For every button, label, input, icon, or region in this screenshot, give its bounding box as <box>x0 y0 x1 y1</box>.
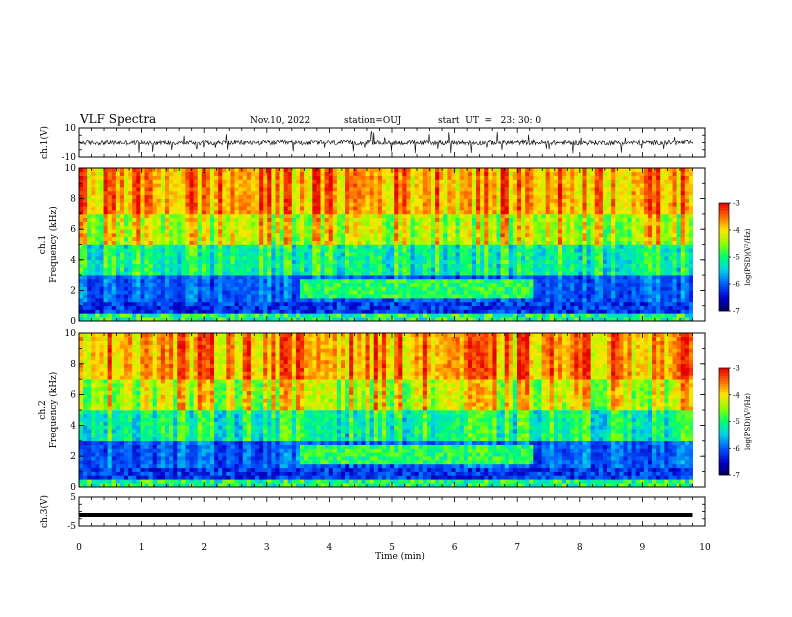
ch3-voltage-ytick-1: -5 <box>67 522 76 532</box>
ch1-colorbar-label: log(PSD)(V²/Hz) <box>744 228 752 285</box>
time-axis-label: Time (min) <box>375 551 425 562</box>
time-axis-tick-0: 0 <box>76 543 82 553</box>
station-label: station=OUJ <box>344 116 402 126</box>
ch2-colorbar-tick-3: -6 <box>733 445 740 453</box>
time-axis-tick-9: 9 <box>640 543 646 553</box>
ch2-colorbar-tick-1: -4 <box>733 391 740 399</box>
ch1-spectrogram-ylabel-frequency: Frequency (kHz) <box>48 206 59 283</box>
time-axis-tick-7: 7 <box>514 543 520 553</box>
time-axis-tick-6: 6 <box>452 543 458 553</box>
ch3-voltage-ytick-0: 5 <box>70 493 76 503</box>
ch3-voltage-panel: 5 -5 ch.3(V) <box>39 493 705 532</box>
ch2-colorbar: -3 -4 -5 -6 -7 log(PSD)(V²/Hz) <box>719 365 752 480</box>
ch2-spectrogram-ytick-2: 4 <box>70 421 76 431</box>
ch1-waveform-panel: 10 -10 ch.1(V) <box>39 124 705 163</box>
ch1-spectrogram-ytick-2: 4 <box>70 256 76 266</box>
ch1-spectrogram-ytick-3: 6 <box>70 225 76 235</box>
ch1-colorbar-tick-0: -3 <box>733 200 740 208</box>
ch1-waveform-ylabel: ch.1(V) <box>39 126 50 159</box>
ch2-spectrogram-ytick-1: 2 <box>70 452 76 462</box>
ch1-spectrogram-ytick-1: 2 <box>70 286 76 296</box>
ch2-colorbar-tick-4: -7 <box>733 472 740 480</box>
date-label: Nov.10, 2022 <box>250 116 310 126</box>
ch1-spectrogram-ylabel-channel: ch.1 <box>38 235 48 254</box>
time-axis-tick-1: 1 <box>139 543 145 553</box>
time-axis-tick-10: 10 <box>699 543 711 553</box>
ch1-waveform-ytick-0: 10 <box>65 124 77 134</box>
ch2-spectrogram-ylabel-channel: ch.2 <box>38 400 48 419</box>
time-axis-tick-8: 8 <box>577 543 583 553</box>
ch3-voltage-ylabel: ch.3(V) <box>39 495 50 528</box>
time-axis-tick-3: 3 <box>264 543 270 553</box>
ch2-colorbar-tick-2: -5 <box>733 418 740 426</box>
ch2-spectrogram-cells <box>79 333 693 487</box>
ch2-spectrogram-ytick-5: 10 <box>65 329 77 339</box>
start-ut-label: start UT = 23: 30: 0 <box>438 116 541 126</box>
time-axis-tick-2: 2 <box>201 543 207 553</box>
ch1-colorbar-tick-4: -7 <box>733 308 740 316</box>
figure-title: VLF Spectra <box>79 112 156 126</box>
ch2-spectrogram-ytick-4: 8 <box>70 360 76 370</box>
ch1-colorbar-tick-1: -4 <box>733 227 740 235</box>
ch1-waveform-trace <box>79 132 693 154</box>
ch1-spectrogram-ytick-4: 8 <box>70 195 76 205</box>
ch2-colorbar-label: log(PSD)(V²/Hz) <box>744 393 752 450</box>
ch2-colorbar-tick-0: -3 <box>733 365 740 373</box>
ch1-spectrogram-ytick-0: 0 <box>70 317 76 327</box>
ch2-spectrogram-ytick-3: 6 <box>70 391 76 401</box>
ch1-spectrogram-cells <box>79 168 693 321</box>
ch1-waveform-ytick-1: -10 <box>62 153 77 163</box>
ch1-colorbar-tick-2: -5 <box>733 254 740 262</box>
ch1-spectrogram-ytick-5: 10 <box>65 164 77 174</box>
ch1-colorbar: -3 -4 -5 -6 -7 log(PSD)(V²/Hz) <box>719 200 752 316</box>
ch2-spectrogram-ylabel-frequency: Frequency (kHz) <box>48 372 59 449</box>
time-axis-tick-4: 4 <box>327 543 333 553</box>
ch1-colorbar-tick-3: -6 <box>733 281 740 289</box>
ch2-spectrogram-ytick-0: 0 <box>70 483 76 493</box>
